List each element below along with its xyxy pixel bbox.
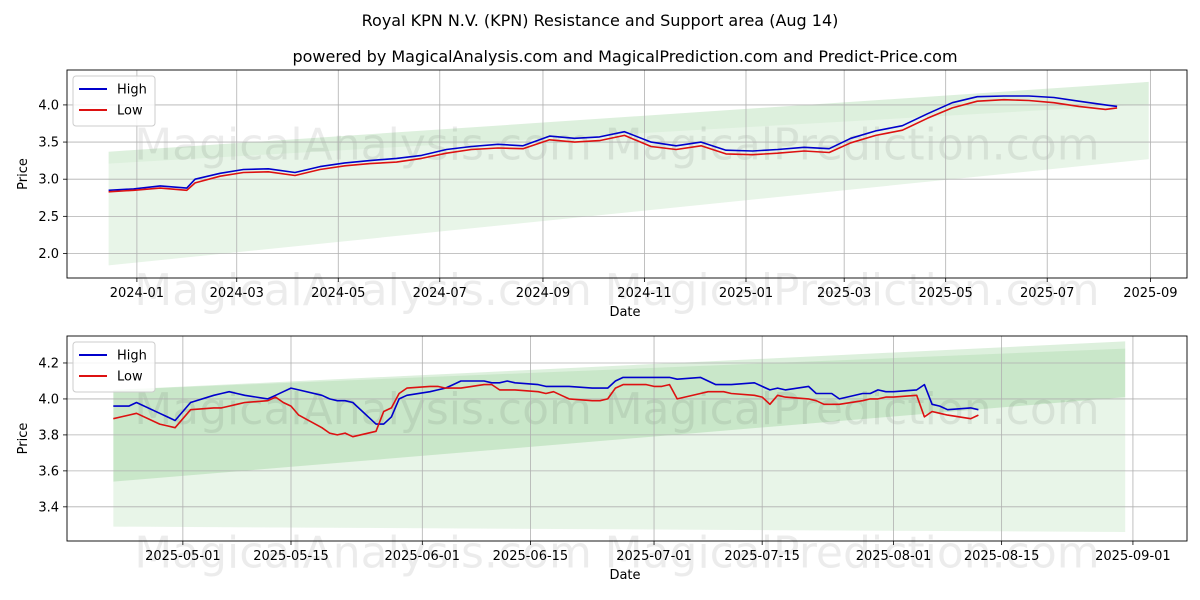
chart-subtitle: powered by MagicalAnalysis.com and Magic… <box>292 47 957 66</box>
chart-panel-2: MagicalAnalysis.com MagicalPrediction.com… <box>16 335 1188 583</box>
x-tick-label: 2025-08-15 <box>964 549 1040 564</box>
legend-label-high: High <box>117 349 147 364</box>
series-line-low <box>113 383 979 438</box>
x-tick-label: 2025-05-01 <box>145 549 221 564</box>
series-line-low <box>108 98 1118 193</box>
watermark-left: MagicalAnalysis.com <box>134 384 592 435</box>
series-line-high <box>113 376 979 425</box>
watermark-right: MagicalPrediction.com <box>605 384 1100 435</box>
y-tick-label: 4.2 <box>38 356 59 371</box>
y-tick-label: 3.5 <box>38 136 59 151</box>
support-band <box>108 104 1149 266</box>
x-tick-label: 2024-07 <box>413 286 467 301</box>
x-tick-label: 2024-11 <box>617 286 671 301</box>
x-tick-label: 2025-06-01 <box>385 549 461 564</box>
y-tick-label: 3.6 <box>38 464 59 479</box>
y-tick-label: 2.0 <box>38 247 59 262</box>
plot-frame <box>66 335 1188 542</box>
x-tick-label: 2025-06-15 <box>493 549 569 564</box>
legend-label-high: High <box>117 83 147 98</box>
band-group <box>108 81 1149 266</box>
x-tick-label: 2025-07-15 <box>724 549 800 564</box>
chart-panel-1: MagicalAnalysis.com MagicalPrediction.com… <box>16 69 1188 320</box>
watermark-right: MagicalPrediction.com <box>605 528 1100 579</box>
x-tick-label: 2025-08-01 <box>856 549 932 564</box>
resistance-band <box>108 81 1149 164</box>
support-band <box>113 348 1126 533</box>
x-tick-label: 2025-03 <box>817 286 871 301</box>
y-axis-label: Price <box>16 423 31 455</box>
legend: High Low <box>72 75 156 127</box>
x-tick-label: 2025-07 <box>1020 286 1074 301</box>
x-axis-label: Date <box>609 305 640 320</box>
x-tick-label: 2024-03 <box>210 286 264 301</box>
x-tick-label: 2025-09-01 <box>1095 549 1171 564</box>
plot-frame <box>66 69 1188 279</box>
series-line-high <box>108 95 1118 192</box>
legend-label-low: Low <box>117 104 143 119</box>
y-tick-label: 3.4 <box>38 500 59 515</box>
legend-label-low: Low <box>117 370 143 385</box>
y-tick-label: 4.0 <box>38 392 59 407</box>
x-tick-label: 2025-09 <box>1123 286 1177 301</box>
x-tick-label: 2025-07-01 <box>616 549 692 564</box>
chart-title: Royal KPN N.V. (KPN) Resistance and Supp… <box>362 11 839 30</box>
x-tick-label: 2024-01 <box>110 286 164 301</box>
x-tick-label: 2024-09 <box>516 286 570 301</box>
watermark-left: MagicalAnalysis.com <box>134 265 592 316</box>
series-group <box>108 95 1118 193</box>
y-tick-label: 3.0 <box>38 173 59 188</box>
band-group <box>113 341 1126 533</box>
y-tick-label: 3.8 <box>38 428 59 443</box>
y-tick-label: 4.0 <box>38 98 59 113</box>
watermark-right: MagicalPrediction.com <box>605 265 1100 316</box>
y-axis-label: Price <box>16 158 31 190</box>
x-axis-label: Date <box>609 568 640 583</box>
legend: High Low <box>72 341 156 393</box>
y-tick-label: 2.5 <box>38 210 59 225</box>
x-tick-label: 2025-05 <box>919 286 973 301</box>
x-tick-label: 2024-05 <box>311 286 365 301</box>
resistance-band <box>113 341 1126 482</box>
x-tick-label: 2025-05-15 <box>253 549 329 564</box>
x-tick-label: 2025-01 <box>719 286 773 301</box>
watermark-left: MagicalAnalysis.com <box>134 528 592 579</box>
series-group <box>113 376 979 438</box>
